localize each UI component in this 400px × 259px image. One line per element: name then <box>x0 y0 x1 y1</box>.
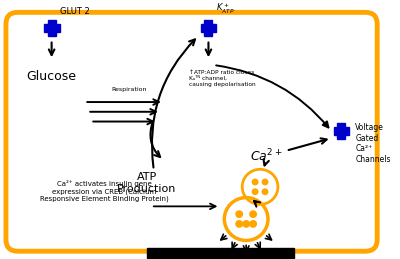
Text: $K^+_{ATP}$: $K^+_{ATP}$ <box>216 2 235 16</box>
Bar <box>338 124 346 139</box>
Circle shape <box>262 178 268 185</box>
Text: $Ca^{2+}$: $Ca^{2+}$ <box>250 148 282 164</box>
Text: ATP
Production: ATP Production <box>117 172 176 194</box>
Circle shape <box>235 220 243 228</box>
Bar <box>200 24 216 32</box>
Bar <box>44 24 60 32</box>
Circle shape <box>252 178 258 185</box>
Text: ↑ATP:ADP ratio closes
Kₐᵀᴺ channel,
causing depolarisation: ↑ATP:ADP ratio closes Kₐᵀᴺ channel, caus… <box>188 70 255 87</box>
Text: Glucose: Glucose <box>27 70 77 83</box>
Bar <box>204 20 212 36</box>
Bar <box>48 20 56 36</box>
Circle shape <box>249 220 257 228</box>
Text: Ca²⁺ activates insulin gene
expression via CREB (Calcium
Responsive Element Bind: Ca²⁺ activates insulin gene expression v… <box>40 180 169 202</box>
Text: Voltage
Gated
Ca²⁺
Channels: Voltage Gated Ca²⁺ Channels <box>355 124 391 164</box>
Circle shape <box>252 188 258 195</box>
Circle shape <box>235 210 243 218</box>
Circle shape <box>262 188 268 195</box>
Circle shape <box>249 210 257 218</box>
Bar <box>147 248 294 258</box>
Circle shape <box>242 220 250 228</box>
Bar <box>334 127 350 135</box>
Text: GLUT 2: GLUT 2 <box>60 7 89 16</box>
Text: Respiration: Respiration <box>111 87 147 92</box>
